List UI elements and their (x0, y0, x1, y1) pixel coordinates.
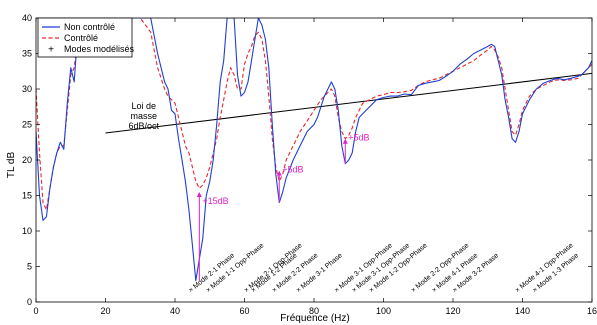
series-group (36, 18, 592, 282)
gain-arrowhead (342, 138, 348, 144)
x-tick-label: 140 (515, 306, 530, 316)
gain-label: +5dB (348, 133, 369, 143)
legend-entry: Modes modélisés (64, 44, 135, 54)
gain-arrowhead (276, 170, 282, 176)
y-tick-label: 5 (27, 262, 32, 272)
x-tick-label: 100 (376, 306, 391, 316)
x-tick-label: 120 (445, 306, 460, 316)
x-tick-label: 40 (170, 306, 180, 316)
x-tick-label: 16 (587, 306, 597, 316)
legend-entry: Contrôlé (64, 33, 98, 43)
y-tick-label: 25 (22, 120, 32, 130)
gain-label: +5dB (282, 165, 303, 175)
y-tick-label: 20 (22, 155, 32, 165)
x-tick-label: 60 (239, 306, 249, 316)
gain-arrowhead (196, 191, 202, 197)
series-line-controle (36, 18, 592, 211)
x-tick-label: 80 (309, 306, 319, 316)
y-tick-label: 15 (22, 191, 32, 201)
mass-law-label: 6dB/oct (128, 121, 159, 131)
legend-entry: Non contrôlé (64, 22, 115, 32)
series-layer (36, 18, 592, 282)
y-axis-label: TL dB (6, 152, 17, 179)
mass-law-label: masse (130, 111, 157, 121)
x-tick-label: 0 (33, 306, 38, 316)
legend-box (37, 17, 133, 58)
mass-law-label: Loi de (131, 101, 156, 111)
y-tick-label: 40 (22, 13, 32, 23)
y-tick-label: 35 (22, 49, 32, 59)
x-axis-label: Fréquence (Hz) (280, 313, 349, 324)
mass-law-line (105, 72, 592, 134)
series-line-non-controle (36, 18, 592, 282)
x-tick-label: 20 (100, 306, 110, 316)
legend-marker-modes: + (48, 45, 54, 56)
gain-label: +15dB (202, 196, 228, 206)
y-tick-label: 0 (27, 297, 32, 307)
y-tick-label: 30 (22, 84, 32, 94)
y-tick-label: 10 (22, 226, 32, 236)
